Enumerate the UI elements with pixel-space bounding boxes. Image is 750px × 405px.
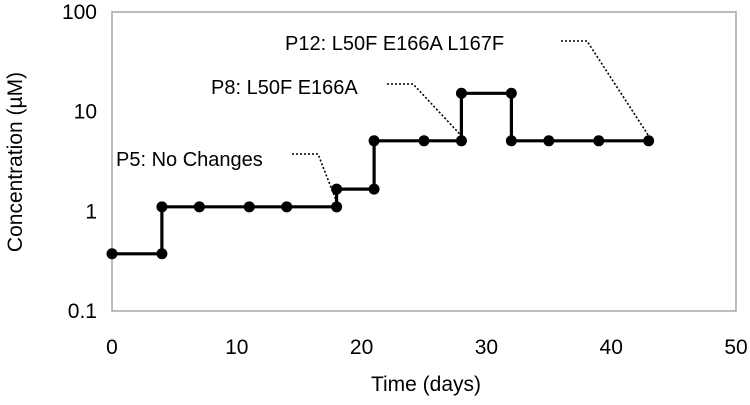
tick-labels: 0 10 20 30 40 50 0.1 1 10 100 [62,1,748,359]
data-point-9 [368,135,380,147]
y-tick-label-100: 100 [62,1,97,24]
data-point-4 [243,201,255,213]
x-tick-label-40: 40 [600,336,623,359]
annotations: P5: No Changes P8: L50F E166A P12: L50F E1… [116,33,504,171]
annotation-label-1: P8: L50F E166A [211,77,358,99]
y-axis-title: Concentration (µM) [4,72,27,252]
annotation-label-0: P5: No Changes [116,149,263,171]
data-point-17 [643,135,655,147]
annotation-label-2: P12: L50F E166A L167F [285,33,504,55]
series-line [112,91,649,256]
data-point-6 [331,201,343,213]
x-tick-label-20: 20 [350,336,373,359]
data-point-3 [193,201,205,213]
data-series [112,91,649,256]
data-point-15 [543,135,555,147]
x-tick-label-30: 30 [475,336,498,359]
data-point-2 [156,201,168,213]
annotation-leader-0 [292,153,338,203]
x-tick-label-50: 50 [724,336,747,359]
annotation-leaders [292,40,650,203]
x-tick-label-10: 10 [225,336,248,359]
data-point-1 [156,248,168,260]
data-point-11 [455,135,467,147]
data-point-10 [418,135,430,147]
data-point-7 [331,183,343,195]
y-tick-label-1: 1 [85,200,97,223]
data-point-8 [368,183,380,195]
axes [111,11,737,312]
data-point-12 [455,87,467,99]
data-points [106,87,655,260]
y-tick-label-10: 10 [74,101,97,124]
data-point-14 [505,135,517,147]
data-point-13 [505,87,517,99]
x-tick-label-0: 0 [106,336,118,359]
annotation-leader-1 [387,83,463,137]
plot-frame [111,11,737,312]
data-point-0 [106,248,118,260]
data-point-5 [281,201,293,213]
annotation-leader-2 [561,40,650,137]
y-tick-label-0.1: 0.1 [68,300,97,323]
data-point-16 [593,135,605,147]
x-axis-title: Time (days) [371,373,481,396]
